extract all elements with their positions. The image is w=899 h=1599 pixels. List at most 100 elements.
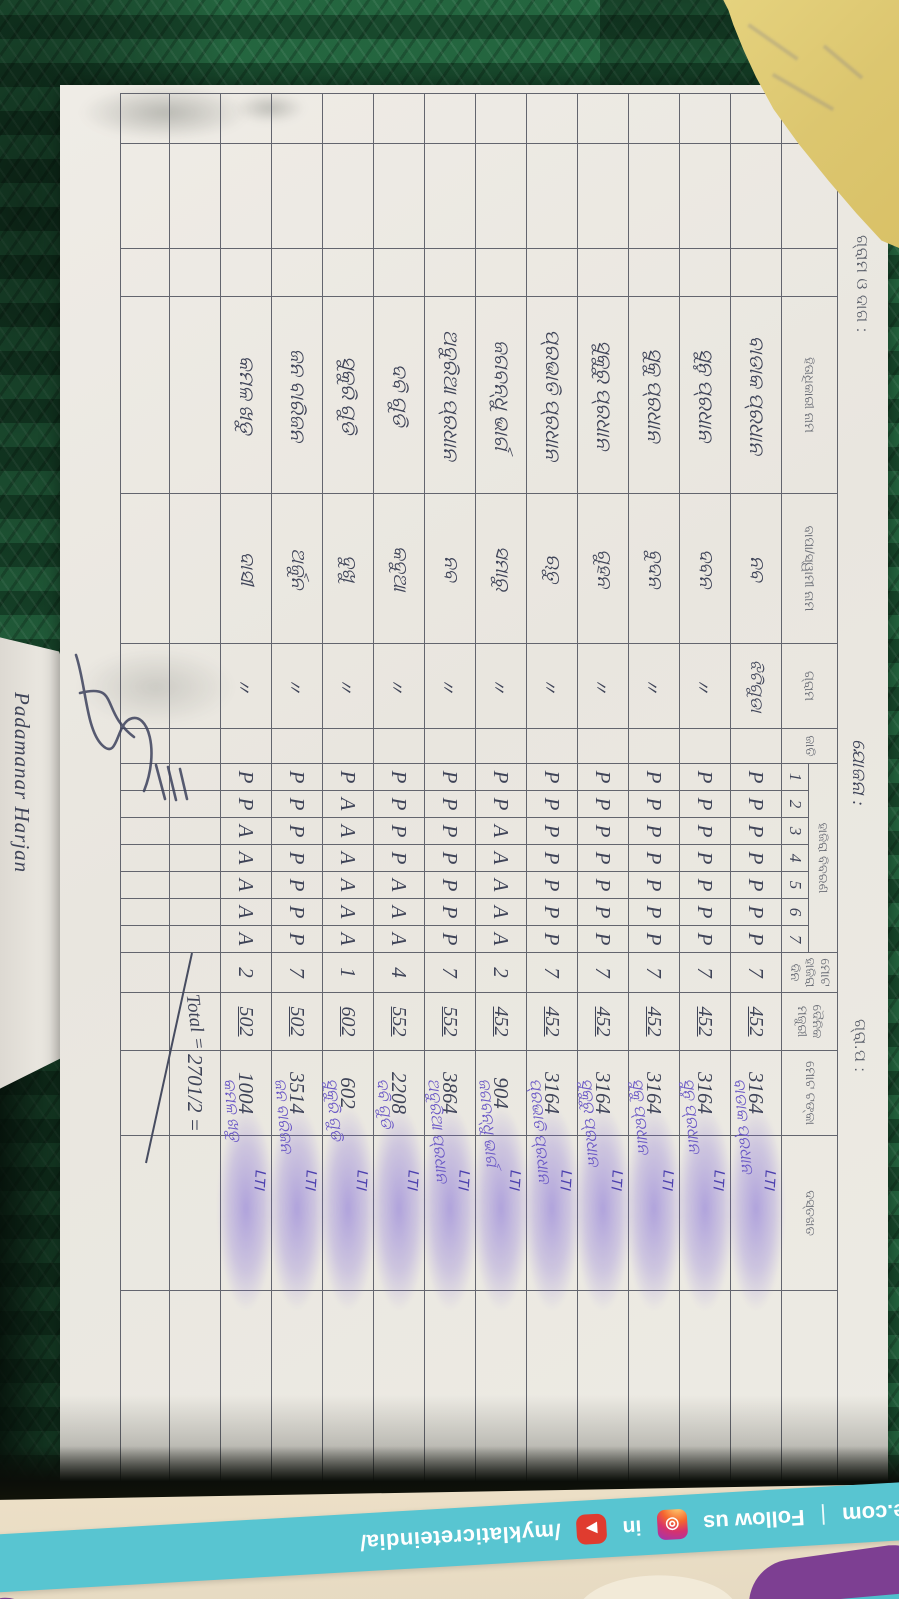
village-ditto: 〃 xyxy=(679,643,731,729)
father-name: ଅର୍ଜୁନ xyxy=(271,493,323,644)
day-mark: P xyxy=(271,790,323,818)
worker-name: ଦବି ଗୁଡି xyxy=(373,296,425,494)
total-days: 7 xyxy=(424,952,476,993)
day-mark: P xyxy=(679,763,731,791)
day-number: 1 xyxy=(781,763,809,791)
signature-cell: LTI ଦବି ଗୁଡି xyxy=(370,1078,428,1312)
document-rotated-content: ଗ୍ରାମ ଓ ଦାଗ : ଯୋଜନା : ଗ୍ରା.ପ : ହିତାଧି xyxy=(64,87,884,1491)
worker-name: ବାଡାକ ପ୍ରଧାନ xyxy=(730,296,782,494)
day-mark: P xyxy=(220,763,272,791)
day-mark: P xyxy=(475,790,527,818)
day-mark: P xyxy=(730,925,782,953)
day-number: 2 xyxy=(781,790,809,818)
day-mark: P xyxy=(373,817,425,845)
daily-wage: 552 xyxy=(424,992,476,1051)
daily-wage: 452 xyxy=(577,992,629,1051)
day-mark: P xyxy=(271,898,323,926)
packaging-purple-graphic xyxy=(743,1539,899,1599)
header-daily-wage: ଦୈନିକ ମଜୁରୀ xyxy=(781,992,838,1051)
worker-row: ଅଦୁରିଆ ପ୍ରଧାନ ନବ 〃 P P P P P P P 7 552 3… xyxy=(421,93,479,1491)
village-name: ଝିଟିଗୁଡା xyxy=(730,643,782,729)
worker-row: ସୁକୁରି ଗୁଡି ଦୁଖୁ 〃 P A A A A A A 1 602 6… xyxy=(319,93,377,1491)
total-days: 7 xyxy=(526,952,578,993)
day-mark: A xyxy=(220,844,272,872)
day-mark: P xyxy=(526,790,578,818)
total-days: 7 xyxy=(577,952,629,993)
day-mark: P xyxy=(730,763,782,791)
total-days: 7 xyxy=(628,952,680,993)
paper-smudge xyxy=(80,85,250,140)
total-row-slash xyxy=(145,952,193,1164)
total-days: 1 xyxy=(322,952,374,993)
signature-cell: LTI ସୁନୁ ପ୍ରଧାନ xyxy=(676,1078,734,1312)
daily-wage: 602 xyxy=(322,992,374,1051)
father-name: ନବ xyxy=(730,493,782,644)
day-mark: P xyxy=(526,898,578,926)
muster-roll-table: ହିତାଧିକାରୀ ନାମ ବାପା/ସ୍ୱାମୀ ନାମ ଗ୍ରାମ ଜାତ… xyxy=(120,93,838,1491)
notepad-writing xyxy=(822,44,864,80)
signature-cell: LTI ଅଦୁରିଆ ପ୍ରଧାନ xyxy=(421,1078,479,1312)
worker-row: ଜଗବନ୍ଧୁ ଭାର୍ଗ ସମାରୁ 〃 P P A A A A A 2 45… xyxy=(472,93,530,1491)
day-mark: P xyxy=(271,763,323,791)
product-packaging: te.com | Follow us ◎ in ▶ /myklaticretei… xyxy=(0,1480,899,1599)
lti-label: LTI xyxy=(250,1169,269,1192)
lti-label: LTI xyxy=(301,1169,320,1192)
total-days: 7 xyxy=(679,952,731,993)
lti-label: LTI xyxy=(658,1169,677,1192)
side-signature: Padamanar Harjan xyxy=(10,692,34,874)
day-mark: A xyxy=(322,817,374,845)
day-mark: P xyxy=(628,898,680,926)
header-caste: ଜାତି xyxy=(781,728,838,764)
linkedin-icon: in xyxy=(622,1515,643,1540)
worker-row: ସୁନୁ ପ୍ରଧାନ ଦବନ 〃 P P P P P P P 7 452 31… xyxy=(676,93,734,1491)
social-handle: /myklaticreteindia/ xyxy=(358,1518,562,1556)
father-name: ଦବନ xyxy=(679,493,731,644)
father-name: ବୁଦନ xyxy=(628,493,680,644)
day-mark: A xyxy=(322,871,374,899)
daily-wage: 452 xyxy=(730,992,782,1051)
worker-row: ସୁକୁରୁ ପ୍ରଧାନ ଗୁହନ 〃 P P P P P P P 7 452… xyxy=(574,93,632,1491)
worker-name: ଜଗବନ୍ଧୁ ଭାର୍ଗ xyxy=(475,296,527,494)
day-mark: P xyxy=(424,817,476,845)
header-name: ହିତାଧିକାରୀ ନାମ xyxy=(781,296,838,494)
village-ditto: 〃 xyxy=(322,643,374,729)
day-mark: P xyxy=(628,844,680,872)
daily-wage: 502 xyxy=(220,992,272,1051)
day-mark: P xyxy=(271,871,323,899)
village-ditto: 〃 xyxy=(475,643,527,729)
father-name: ନବ xyxy=(424,493,476,644)
day-mark: A xyxy=(220,898,272,926)
father-name: ଗୁହନ xyxy=(577,493,629,644)
day-mark: P xyxy=(577,871,629,899)
daily-wage: 502 xyxy=(271,992,323,1051)
signature-cell: LTI ସୁକୁରି ଗୁଡି xyxy=(319,1078,377,1312)
worker-row: ସୁକୁ ପ୍ରଧାନ ବୁଦନ 〃 P P P P P P P 7 452 3… xyxy=(625,93,683,1491)
youtube-icon: ▶ xyxy=(575,1513,608,1545)
day-number: 5 xyxy=(781,871,809,899)
gp-label: ଗ୍ରା.ପ : xyxy=(851,1019,868,1073)
day-mark: P xyxy=(679,925,731,953)
day-number: 7 xyxy=(781,925,809,953)
day-mark: P xyxy=(577,844,629,872)
father-name: ସମାରୁ xyxy=(475,493,527,644)
lti-label: LTI xyxy=(709,1169,728,1192)
day-mark: P xyxy=(526,844,578,872)
day-mark: P xyxy=(526,871,578,899)
total-days: 2 xyxy=(220,952,272,993)
day-mark: P xyxy=(628,925,680,953)
day-mark: P xyxy=(271,844,323,872)
worker-name: ସୁକୁ ପ୍ରଧାନ xyxy=(628,296,680,494)
day-mark: P xyxy=(628,817,680,845)
lti-label: LTI xyxy=(556,1169,575,1192)
lti-label: LTI xyxy=(403,1169,422,1192)
day-mark: P xyxy=(526,925,578,953)
day-mark: A xyxy=(322,844,374,872)
day-mark: P xyxy=(730,790,782,818)
signature-cell: LTI ପ୍ରଭାତି ପ୍ରଧାନ xyxy=(523,1078,581,1312)
worker-row: ବାଡାକ ପ୍ରଧାନ ନବ ଝିଟିଗୁଡା P P P P P P P 7… xyxy=(727,93,785,1491)
header-total-amount: ମୋଟ ଟଙ୍କା xyxy=(781,1050,838,1136)
day-mark: A xyxy=(322,898,374,926)
worker-name: ପ୍ରଭାତି ପ୍ରଧାନ xyxy=(526,296,578,494)
header-total-days: ମୋଟ ହାଜିରା ଦିନ xyxy=(781,952,838,993)
day-mark: A xyxy=(373,925,425,953)
